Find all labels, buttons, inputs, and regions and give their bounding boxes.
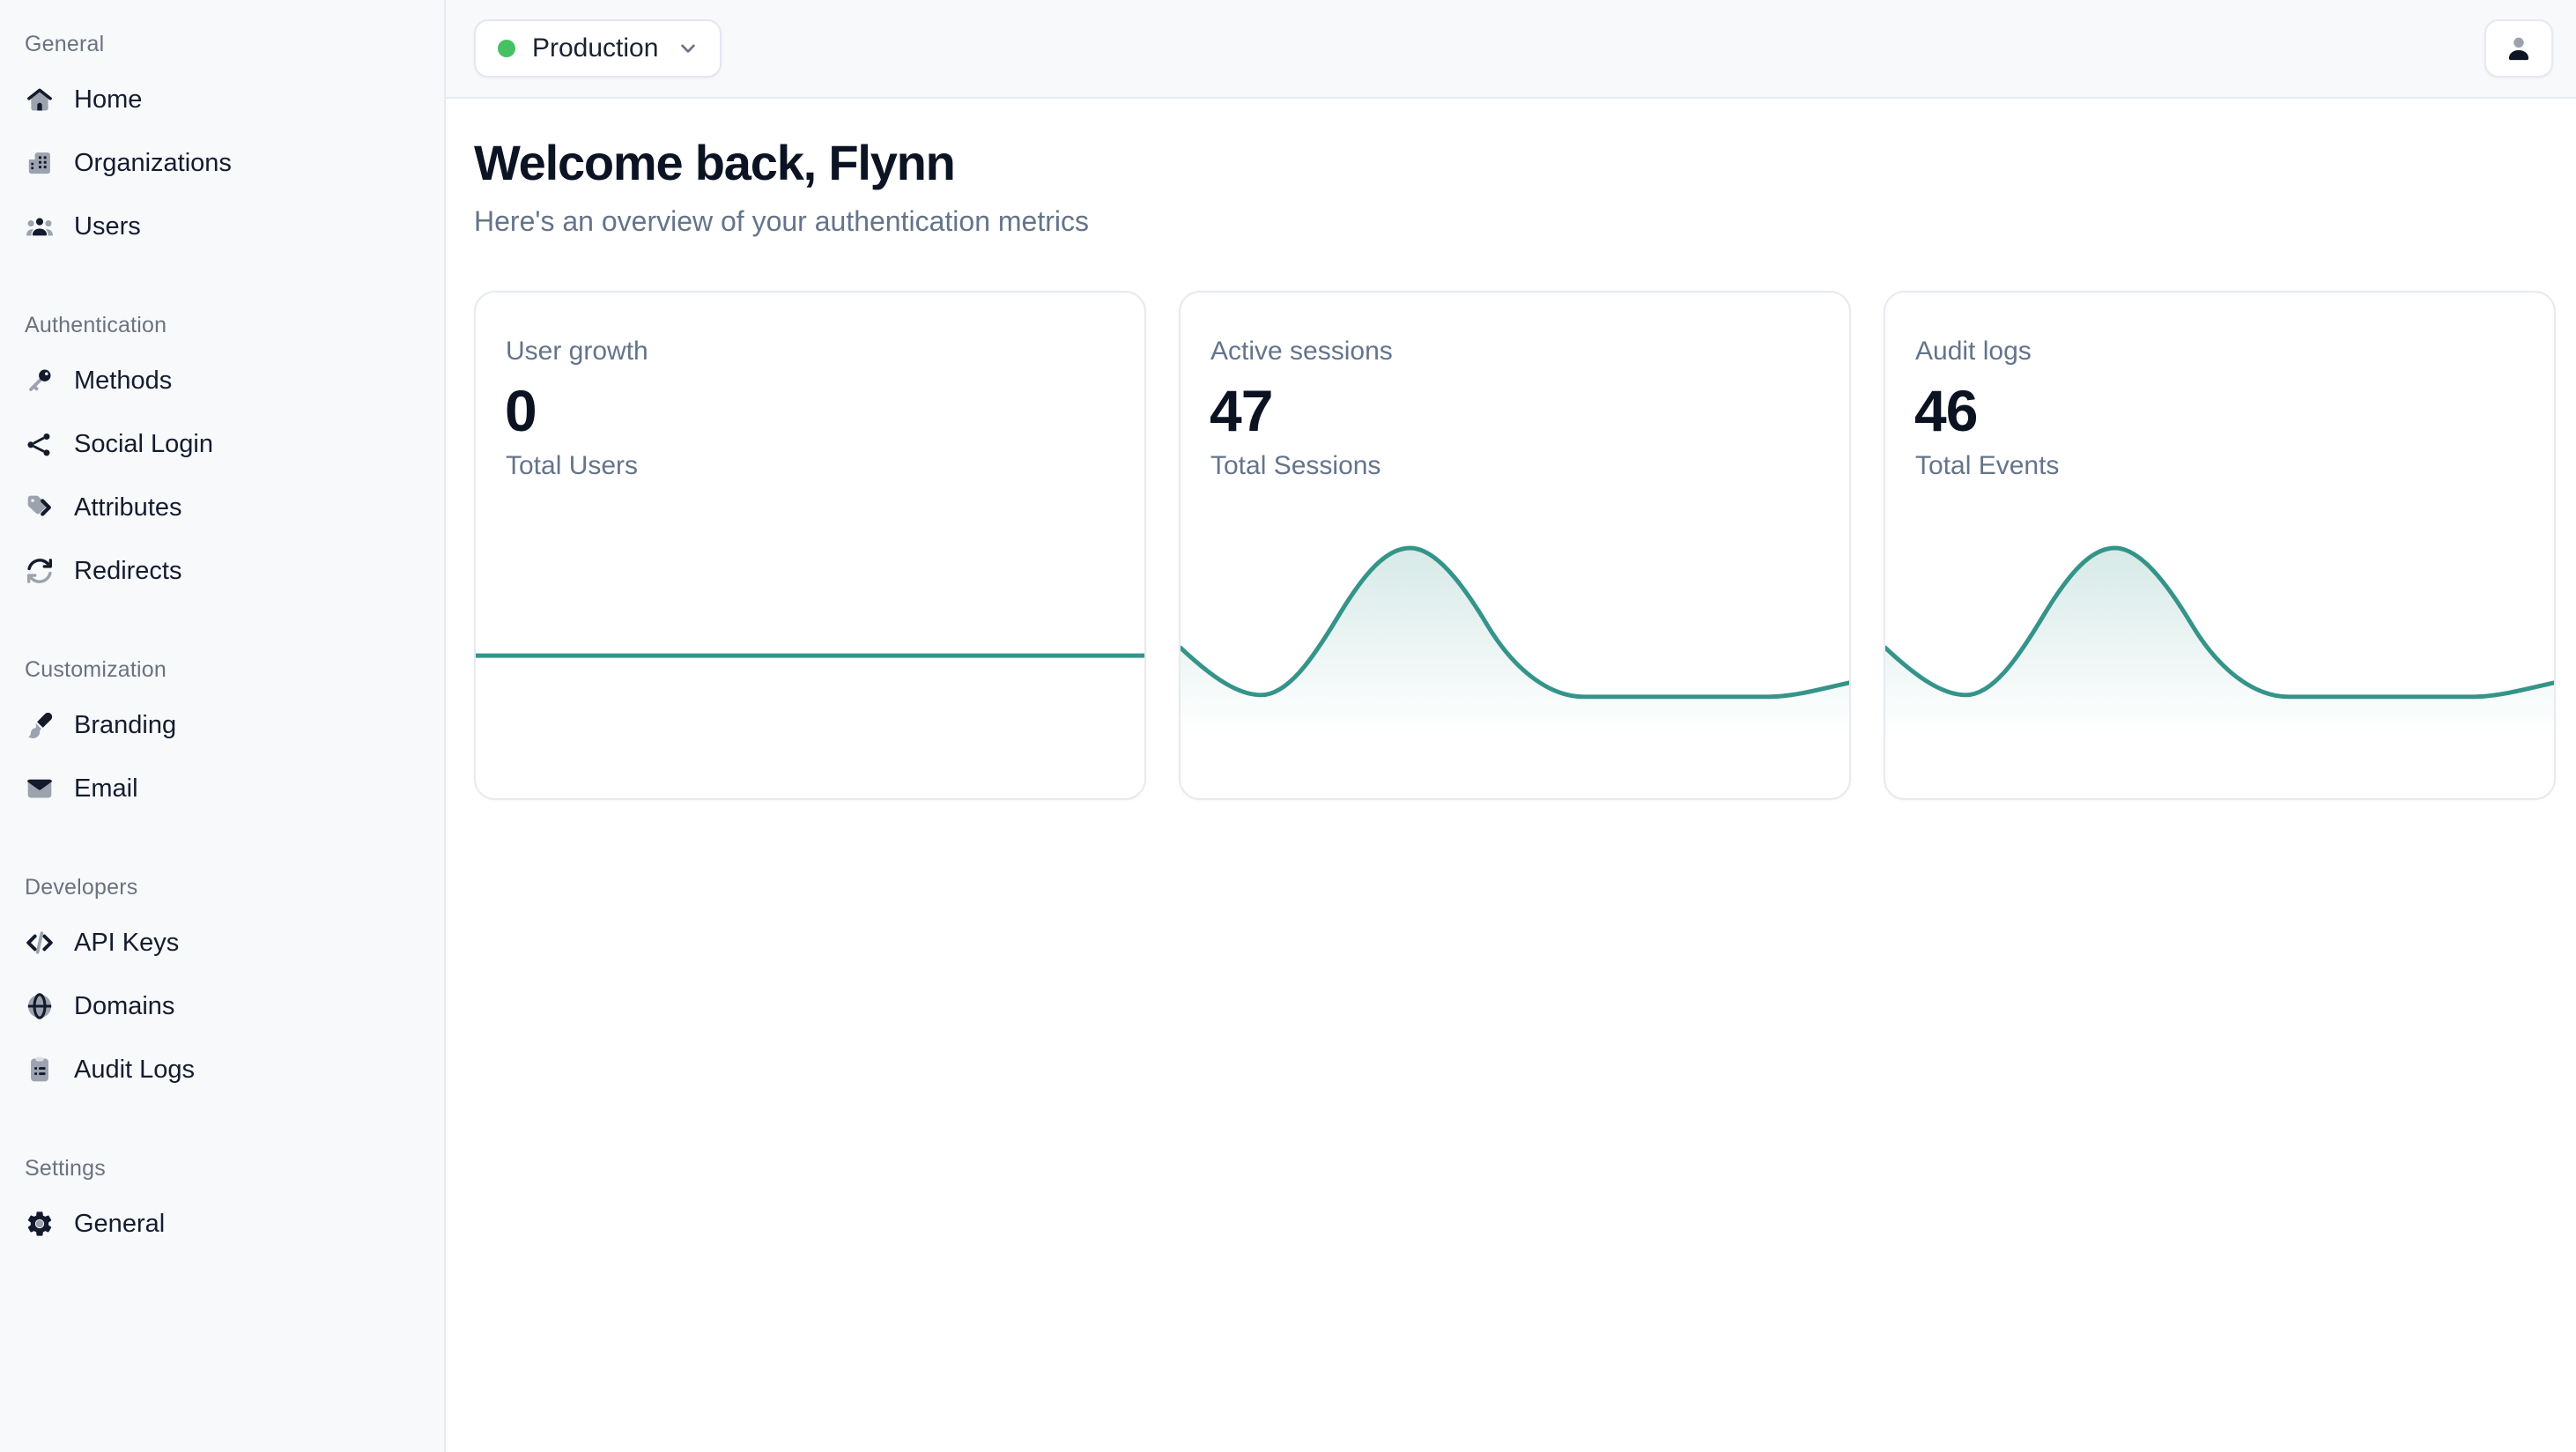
user-icon — [2508, 37, 2529, 61]
tag-icon — [25, 493, 55, 522]
sidebar-item-label: Branding — [74, 710, 177, 739]
gear-icon — [25, 1209, 55, 1239]
page-subtitle: Here's an overview of your authenticatio… — [474, 205, 1089, 237]
sidebar-item-audit-logs[interactable]: Audit Logs — [25, 1038, 423, 1101]
paintbrush-icon — [25, 710, 55, 740]
sidebar-item-social-login[interactable]: Social Login — [25, 412, 423, 476]
sidebar-item-label: Domains — [74, 991, 175, 1020]
sidebar-section-authentication: Authentication Methods — [25, 313, 423, 603]
card-active-sessions: Active sessions 47 Total Sessions — [1179, 291, 1851, 800]
card-unit-label: Total Users — [506, 451, 639, 480]
key-icon — [25, 366, 55, 396]
sidebar-item-methods[interactable]: Methods — [25, 349, 423, 412]
topbar: Production — [446, 0, 2576, 99]
sidebar-item-branding[interactable]: Branding — [25, 693, 423, 757]
sidebar-item-general-settings[interactable]: General — [25, 1192, 423, 1256]
sidebar-section-developers: Developers API Keys — [25, 875, 423, 1101]
user-menu-button[interactable] — [2484, 19, 2553, 78]
mail-icon — [25, 774, 55, 804]
sidebar-section-label: Customization — [25, 657, 167, 682]
stats-cards: User growth 0 Total Users Active ses — [474, 291, 2576, 800]
sidebar-item-label: Attributes — [74, 493, 182, 522]
sidebar-item-label: Email — [74, 774, 138, 803]
sidebar-item-home[interactable]: Home — [25, 68, 423, 131]
globe-icon — [25, 991, 55, 1021]
sidebar: General Home — [0, 0, 446, 1452]
sidebar-item-label: Organizations — [74, 148, 232, 177]
sidebar-item-email[interactable]: Email — [25, 757, 423, 820]
sidebar-item-label: Social Login — [74, 429, 213, 458]
card-unit-label: Total Sessions — [1210, 451, 1381, 480]
card-title: User growth — [506, 337, 648, 366]
sidebar-item-label: API Keys — [74, 928, 180, 957]
sidebar-item-redirects[interactable]: Redirects — [25, 539, 423, 603]
sidebar-section-customization: Customization Branding Email — [25, 657, 423, 820]
sidebar-item-label: General — [74, 1209, 166, 1238]
card-unit-label: Total Events — [1915, 451, 2060, 480]
sidebar-item-label: Methods — [74, 366, 173, 395]
area-chart — [1181, 545, 1849, 798]
card-title: Audit logs — [1915, 337, 2032, 366]
building-icon — [25, 148, 55, 178]
card-audit-logs: Audit logs 46 Total Events — [1884, 291, 2556, 800]
flat-line-chart — [476, 653, 1144, 658]
sidebar-item-attributes[interactable]: Attributes — [25, 476, 423, 539]
clipboard-list-icon — [25, 1055, 55, 1085]
area-chart — [1885, 545, 2554, 798]
environment-selector[interactable]: Production — [474, 19, 722, 78]
card-user-growth: User growth 0 Total Users — [474, 291, 1146, 800]
page-title: Welcome back, Flynn — [474, 135, 956, 190]
chevron-down-icon — [681, 44, 696, 53]
card-title: Active sessions — [1210, 337, 1393, 366]
main-area: Production Welcome back, Flynn Here's an… — [446, 0, 2576, 1452]
sidebar-item-users[interactable]: Users — [25, 195, 423, 258]
sidebar-item-label: Users — [74, 211, 141, 241]
sidebar-section-label: Settings — [25, 1156, 106, 1181]
sidebar-item-domains[interactable]: Domains — [25, 974, 423, 1038]
environment-label: Production — [532, 33, 659, 63]
card-value: 46 — [1914, 378, 1978, 443]
sidebar-item-label: Redirects — [74, 556, 182, 585]
sidebar-item-label: Audit Logs — [74, 1055, 196, 1084]
sidebar-item-label: Home — [74, 85, 143, 114]
home-icon — [25, 85, 55, 115]
card-value: 0 — [505, 378, 537, 443]
sidebar-item-api-keys[interactable]: API Keys — [25, 911, 423, 974]
sidebar-section-general: General Home — [25, 32, 423, 258]
status-dot — [498, 40, 515, 57]
share-icon — [25, 429, 55, 459]
sidebar-section-label: Developers — [25, 875, 138, 900]
dashboard-content: Welcome back, Flynn Here's an overview o… — [446, 99, 2576, 800]
sidebar-section-label: General — [25, 32, 105, 56]
code-icon — [25, 928, 55, 958]
users-icon — [25, 211, 55, 241]
redirect-icon — [25, 556, 55, 586]
sidebar-section-label: Authentication — [25, 313, 167, 337]
sidebar-section-settings: Settings General — [25, 1156, 423, 1256]
card-value: 47 — [1210, 378, 1273, 443]
sidebar-item-organizations[interactable]: Organizations — [25, 131, 423, 195]
